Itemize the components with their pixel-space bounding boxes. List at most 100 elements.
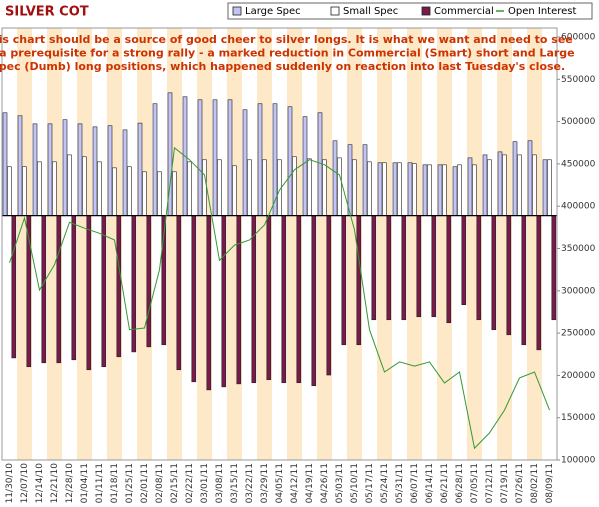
bar: [41, 215, 47, 364]
bar: [92, 126, 98, 216]
bar: [416, 215, 422, 318]
bar: [497, 151, 503, 216]
bar: [442, 164, 447, 216]
bar: [337, 157, 342, 216]
bar: [232, 165, 237, 216]
x-tick-label: 07/05/11: [470, 463, 480, 503]
bar: [11, 215, 17, 359]
band: [497, 28, 512, 460]
bar: [292, 156, 297, 216]
bar: [262, 159, 267, 216]
bar: [307, 158, 312, 216]
bar: [212, 99, 218, 216]
bar: [547, 159, 552, 216]
bar: [457, 164, 462, 216]
bar: [137, 122, 143, 216]
x-tick-label: 12/28/10: [65, 463, 75, 504]
bar: [56, 215, 62, 364]
bar: [527, 140, 533, 216]
x-tick-label: 01/18/11: [110, 463, 120, 503]
bar: [542, 159, 548, 216]
bar: [356, 215, 362, 346]
x-tick-label: 07/19/11: [500, 463, 510, 503]
bar: [322, 159, 327, 216]
bar: [341, 215, 347, 346]
band: [527, 28, 542, 460]
bar: [221, 215, 227, 388]
x-tick-label: 12/14/10: [35, 463, 45, 504]
x-tick-label: 01/25/11: [125, 463, 135, 503]
bar: [172, 171, 177, 216]
bar: [71, 215, 77, 361]
x-tick-label: 02/01/11: [140, 463, 150, 503]
bar: [482, 154, 488, 216]
bar: [371, 215, 377, 321]
legend-label: Large Spec: [245, 6, 301, 17]
bar: [107, 125, 113, 216]
plot-frame: [1, 27, 558, 461]
bar: [82, 156, 87, 216]
legend-swatch: [330, 6, 340, 16]
bar: [32, 123, 38, 216]
annotation: Spec (Dumb) long positions, which happen…: [0, 60, 565, 73]
x-tick-label: 02/08/11: [155, 463, 165, 503]
bar: [512, 141, 518, 216]
bar: [476, 215, 482, 321]
bar: [202, 159, 207, 216]
x-tick-label: 04/19/11: [305, 463, 315, 503]
bar: [352, 159, 357, 216]
x-tick-label: 06/21/11: [440, 463, 450, 503]
bar: [452, 166, 458, 216]
bar: [266, 215, 272, 381]
bar: [236, 215, 242, 385]
band: [347, 28, 362, 460]
bar: [86, 215, 92, 371]
bar: [127, 166, 132, 216]
annotation: as a prerequisite for a strong rally - a…: [0, 47, 575, 60]
bar: [326, 215, 332, 376]
bar: [472, 164, 477, 216]
bar: [281, 215, 287, 384]
bar: [427, 164, 432, 216]
bar: [257, 103, 263, 216]
x-tick-label: 01/04/11: [80, 463, 90, 503]
legend-label: Commercial: [434, 6, 494, 17]
bar: [347, 144, 353, 216]
bar: [247, 159, 252, 216]
bar: [116, 215, 122, 358]
band: [407, 28, 422, 460]
legend-swatch: [232, 6, 242, 16]
y2-tick-label: 450000: [561, 159, 596, 169]
bar: [386, 215, 392, 321]
x-tick-label: 05/10/11: [350, 463, 360, 503]
bar: [52, 161, 57, 216]
bar: [131, 215, 137, 353]
y2-tick-label: 400000: [561, 202, 596, 212]
bar: [22, 166, 27, 216]
x-tick-label: 06/28/11: [455, 463, 465, 503]
bar: [311, 215, 317, 387]
bar: [532, 154, 537, 216]
legend-swatch: [421, 6, 431, 16]
bar: [491, 215, 497, 331]
y2-tick-label: 250000: [561, 329, 596, 339]
annotation: This chart should be a source of good ch…: [0, 33, 573, 46]
bar: [302, 116, 308, 216]
y2-tick-label: 550000: [561, 75, 596, 85]
y2-tick-label: 100000: [561, 456, 596, 466]
band: [467, 28, 482, 460]
bar: [461, 215, 467, 306]
bar: [401, 215, 407, 321]
x-tick-label: 03/01/11: [200, 463, 210, 503]
chart-title: SILVER COT: [5, 5, 89, 20]
band: [377, 28, 392, 460]
bar: [392, 162, 398, 216]
bar: [272, 103, 278, 216]
y2-tick-label: 300000: [561, 286, 596, 296]
x-tick-label: 07/26/11: [515, 463, 525, 503]
bar: [227, 99, 233, 216]
x-tick-label: 02/22/11: [185, 463, 195, 503]
legend-label: Open Interest: [508, 6, 577, 17]
bar: [407, 162, 413, 216]
